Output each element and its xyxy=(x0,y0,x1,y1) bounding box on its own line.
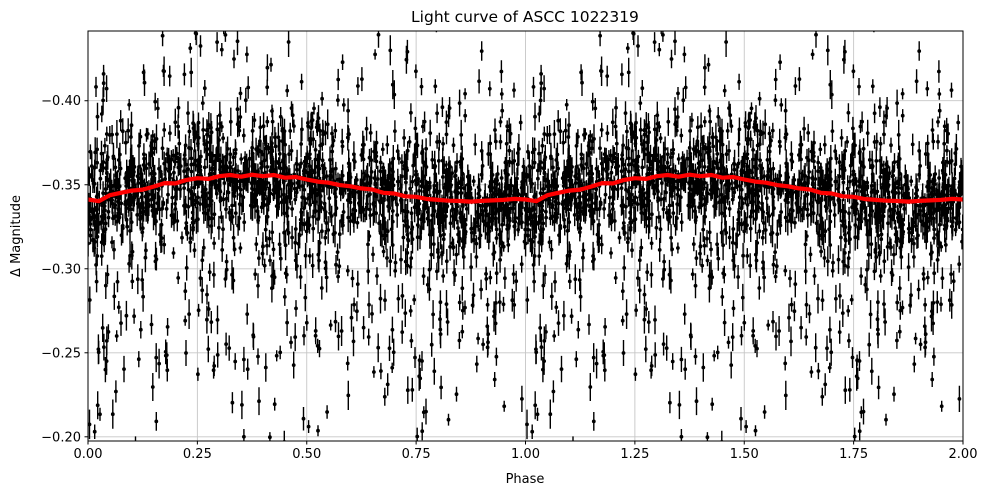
x-tick-label: 1.25 xyxy=(620,447,649,462)
axes-layer: 0.00 0.25 0.50 0.75 1.00 1.25 1.50 1.75 2.00 −0.4… xyxy=(41,30,978,462)
scatter-series-layer xyxy=(88,31,963,441)
chart-title: Light curve of ASCC 1022319 xyxy=(411,8,639,26)
mean-line-layer xyxy=(88,172,963,204)
y-tick-label: −0.35 xyxy=(41,178,81,193)
x-tick-label: 2.00 xyxy=(949,447,978,462)
scatter-points-path xyxy=(88,31,963,441)
y-axis-label: Δ Magnitude xyxy=(9,195,24,277)
y-tick-label: −0.30 xyxy=(41,262,81,277)
x-tick-label: 0.25 xyxy=(183,447,212,462)
x-tick-label: 1.00 xyxy=(511,447,540,462)
y-tick-label: −0.40 xyxy=(41,94,81,109)
x-tick-label: 0.75 xyxy=(402,447,431,462)
mean-line xyxy=(88,172,963,204)
x-tick-label: 0.50 xyxy=(292,447,321,462)
x-axis-label: Phase xyxy=(506,472,545,487)
x-tick-label: 0.00 xyxy=(74,447,103,462)
x-tick-label: 1.50 xyxy=(730,447,759,462)
y-tick-label: −0.20 xyxy=(41,430,81,445)
y-tick-label: −0.25 xyxy=(41,346,81,361)
x-tick-label: 1.75 xyxy=(839,447,868,462)
